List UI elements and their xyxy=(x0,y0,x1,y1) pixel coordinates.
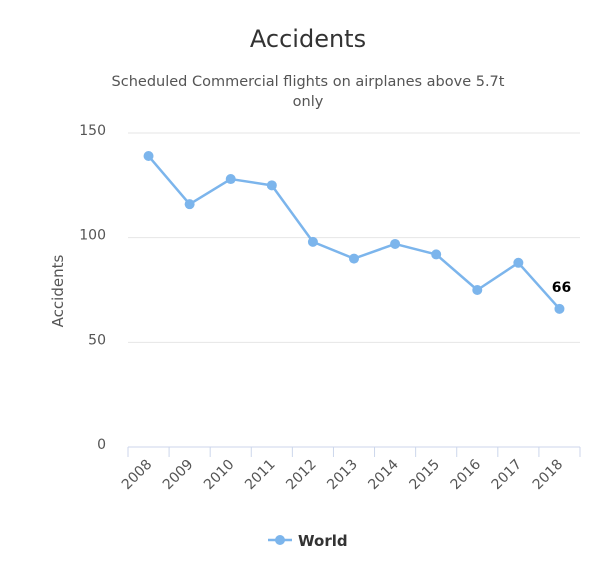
y-tick-label: 50 xyxy=(88,332,106,348)
x-tick-label: 2015 xyxy=(406,457,443,494)
data-point[interactable] xyxy=(307,236,318,247)
x-tick-label: 2016 xyxy=(448,456,485,493)
legend-marker xyxy=(275,535,285,545)
data-point[interactable] xyxy=(225,174,236,185)
x-tick-label: 2018 xyxy=(530,457,567,494)
data-point[interactable] xyxy=(349,253,359,264)
chart-subtitle-line-2: only xyxy=(293,94,324,110)
data-point[interactable] xyxy=(266,180,277,191)
y-tick-label: 0 xyxy=(97,437,106,453)
x-tick-label: 2012 xyxy=(283,457,320,494)
x-axis: 2008 2009 2010 2011 2012 2013 2014 2015 2016 2017… xyxy=(119,446,581,494)
x-tick-label: 2017 xyxy=(489,457,526,494)
x-tick-label: 2013 xyxy=(324,457,361,494)
data-point[interactable] xyxy=(143,151,154,162)
data-point[interactable] xyxy=(390,238,401,249)
x-tick-label: 2014 xyxy=(365,456,402,493)
series-world xyxy=(143,151,565,314)
y-tick-label: 150 xyxy=(79,123,106,139)
x-tick-label: 2008 xyxy=(119,457,156,494)
data-label: 66 xyxy=(552,280,571,296)
data-labels: 66 xyxy=(552,280,571,296)
series-line xyxy=(147,155,561,310)
data-point[interactable] xyxy=(554,303,565,314)
grid-lines xyxy=(128,132,580,343)
x-tick-label: 2009 xyxy=(160,457,197,494)
y-axis-label: Accidents xyxy=(49,255,67,328)
x-tick-label: 2010 xyxy=(201,457,238,494)
x-tick-label: 2011 xyxy=(242,457,279,494)
y-axis-ticks: 0 50 100 150 xyxy=(79,123,106,453)
data-point[interactable] xyxy=(431,249,442,260)
data-point[interactable] xyxy=(472,285,483,295)
legend[interactable]: World xyxy=(268,532,348,550)
legend-item-world: World xyxy=(298,532,348,550)
data-point[interactable] xyxy=(513,257,524,268)
y-tick-label: 100 xyxy=(79,228,106,244)
chart-title: Accidents xyxy=(250,25,366,53)
data-point[interactable] xyxy=(184,199,195,210)
chart-subtitle-line-1: Scheduled Commercial flights on airplane… xyxy=(112,74,505,90)
